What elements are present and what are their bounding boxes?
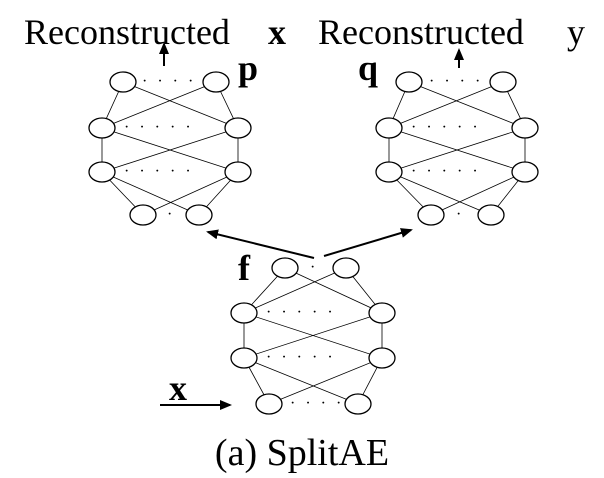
network-f-ellipsis: · · · · xyxy=(290,395,344,412)
network-f-ellipsis: · · · · · xyxy=(266,349,336,366)
network-f-edge xyxy=(268,357,383,405)
network-p-edge xyxy=(122,81,239,129)
network-p-neuron xyxy=(202,71,230,93)
decoder-q-label: q xyxy=(358,48,378,88)
network-q-neuron xyxy=(489,71,517,93)
decoder-network-p: · · · · · · · · · · · · · · · xyxy=(88,71,252,226)
network-f-outline-right xyxy=(345,267,383,405)
reconstructed-x-label: Reconstructed xyxy=(24,12,230,52)
network-f-ellipsis: · xyxy=(310,259,318,276)
network-q-neuron xyxy=(375,161,403,183)
network-p-ellipsis: · · · · · xyxy=(124,163,194,180)
network-q-edge xyxy=(408,81,526,129)
network-p-edge xyxy=(101,127,239,173)
network-p-neuron xyxy=(224,117,252,139)
network-q-ellipsis: · · · · xyxy=(429,73,483,90)
network-p-outline-left xyxy=(101,81,144,216)
network-q-neuron xyxy=(417,204,445,226)
network-f-neuron xyxy=(271,257,299,279)
network-p-neuron xyxy=(224,161,252,183)
network-f-neuron xyxy=(332,257,360,279)
input-x-label: x xyxy=(169,368,187,408)
network-f-edge xyxy=(243,357,359,405)
network-f-neuron xyxy=(344,393,372,415)
network-q-neuron xyxy=(375,117,403,139)
network-f-neuron xyxy=(368,302,396,324)
reconstructed-y-label: Reconstructed xyxy=(318,12,524,52)
network-f-neuron xyxy=(230,347,258,369)
network-p-edge xyxy=(142,171,239,216)
reconstructed-y-variable: y xyxy=(567,12,585,52)
network-q-edge xyxy=(388,81,504,129)
network-p-outline-right xyxy=(198,81,239,216)
reconstructed-x-variable: x xyxy=(268,12,286,52)
network-q-edge xyxy=(388,127,526,173)
network-p-neuron xyxy=(88,117,116,139)
network-q-outline-right xyxy=(490,81,526,216)
network-f-ellipsis: · · · · · xyxy=(266,304,336,321)
network-f-neuron xyxy=(255,393,283,415)
network-p-ellipsis: · · · · · xyxy=(124,119,194,136)
network-p-neuron xyxy=(109,71,137,93)
figure-caption: (a) SplitAE xyxy=(215,432,389,474)
network-q-ellipsis: · · · · · xyxy=(411,163,481,180)
network-p-neuron xyxy=(88,161,116,183)
decoder-network-q: · · · · · · · · · · · · · · · xyxy=(375,71,539,226)
network-p-neuron xyxy=(185,204,213,226)
network-p-edge xyxy=(101,81,217,129)
decoder-p-label: p xyxy=(238,48,258,88)
network-q-ellipsis: · · · · · xyxy=(411,119,481,136)
encoder-to-q-arrow xyxy=(323,228,413,257)
network-q-ellipsis: · xyxy=(456,206,464,223)
network-q-edge xyxy=(388,171,492,216)
network-q-edge xyxy=(430,171,526,216)
network-f-edge xyxy=(243,267,347,314)
network-p-neuron xyxy=(129,204,157,226)
network-q-neuron xyxy=(511,117,539,139)
network-f-neuron xyxy=(368,347,396,369)
network-f-edge xyxy=(243,312,383,359)
network-q-outline-left xyxy=(388,81,432,216)
network-f-outline-left xyxy=(243,267,286,405)
network-f-edge xyxy=(284,267,383,314)
network-p-edge xyxy=(101,171,200,216)
encoder-network-f: · · · · · · · · · · · · · · · xyxy=(230,257,396,415)
network-q-neuron xyxy=(395,71,423,93)
network-p-ellipsis: · · · · xyxy=(142,73,196,90)
encoder-to-p-arrow xyxy=(206,229,315,259)
network-p-ellipsis: · xyxy=(167,206,175,223)
network-q-neuron xyxy=(477,204,505,226)
encoder-f-label: f xyxy=(238,248,251,288)
network-q-neuron xyxy=(511,161,539,183)
network-f-neuron xyxy=(230,302,258,324)
